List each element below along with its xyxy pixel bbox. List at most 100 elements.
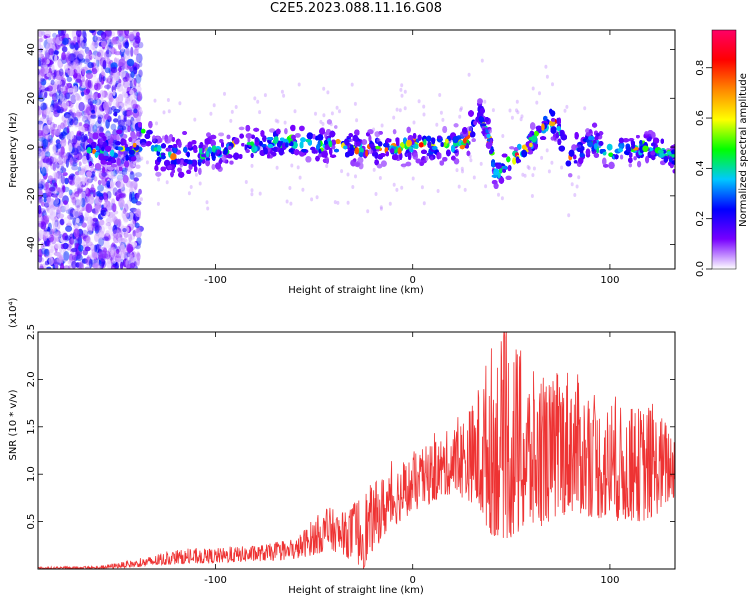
spectrogram-cell [111, 257, 117, 264]
spectrogram-cell [61, 51, 66, 61]
spectrogram-cell [92, 93, 99, 99]
spectrogram-cell [54, 54, 58, 63]
spectrogram-cell [61, 30, 67, 35]
spectrogram-cell [103, 101, 109, 111]
spectrogram-cell [97, 265, 101, 269]
spectrogram-cell [72, 209, 80, 218]
spectrogram-cell [73, 116, 79, 126]
spectrogram-cell [76, 251, 81, 260]
spectrogram-cell [43, 197, 47, 203]
spectrogram-cell [47, 37, 53, 44]
spectrogram-cell [104, 67, 111, 74]
spectrogram-cell [76, 109, 80, 119]
spectrogram-cell [51, 137, 56, 146]
spectrogram-cell [97, 230, 105, 239]
spectrogram-cell [122, 170, 130, 176]
spectrogram-cell [99, 57, 107, 67]
spectrogram-cell [70, 247, 78, 253]
spectrogram-cell [52, 37, 57, 43]
spectrogram-cell [44, 228, 49, 233]
spectrogram-cell [123, 203, 129, 212]
spectrogram-cell [97, 116, 102, 124]
spectrogram-cell [119, 230, 123, 239]
spectrogram-cell [84, 108, 89, 114]
spectrogram-cell [69, 157, 74, 167]
spectrogram-cell [41, 166, 47, 177]
spectrogram-cell [64, 92, 71, 100]
spectrogram-cell [45, 181, 49, 190]
spectrogram-cell [90, 114, 97, 120]
spectrogram-cell [93, 176, 98, 182]
spectrogram-cell [84, 246, 91, 252]
spectrogram-cell [54, 243, 62, 250]
spectrogram-cell [116, 82, 124, 92]
spectrogram-cell [82, 68, 86, 76]
spectrogram-cell [53, 251, 61, 256]
spectrogram-cell [57, 124, 62, 133]
spectrogram-cell [106, 191, 112, 199]
spectrogram-cell [47, 137, 51, 143]
spectrogram-cell [111, 77, 116, 87]
spectrogram-cell [49, 116, 53, 122]
spectrogram-cell [103, 238, 110, 249]
spectrogram-cell [56, 255, 63, 263]
spectrogram-cell [61, 46, 68, 53]
spectrogram-cell [98, 72, 105, 78]
spectrogram-cell [125, 101, 133, 111]
spectrogram-cell [87, 62, 94, 69]
spectrogram-cell [129, 191, 133, 202]
spectrogram-cell [138, 188, 142, 195]
spectrogram-cell [60, 175, 66, 184]
spectrogram-cell [44, 260, 50, 266]
spectrogram-cell [62, 185, 66, 193]
spectrogram-cell [92, 222, 99, 232]
spectrogram-cell [106, 83, 110, 91]
spectrogram-cell [48, 256, 54, 266]
spectrogram-cell [84, 214, 88, 220]
spectrogram-cell [122, 247, 126, 255]
spectrogram-cell [135, 32, 140, 37]
spectrogram-cell [73, 228, 80, 238]
spectrogram-cell [57, 60, 63, 69]
spectrogram-cell [106, 58, 111, 65]
spectrogram-cell [97, 179, 102, 186]
spectrogram-cell [125, 47, 130, 56]
spectrogram-cell [113, 118, 119, 123]
spectrogram-cell [73, 85, 78, 94]
spectrogram-cell [60, 262, 65, 269]
spectrogram-cell [63, 200, 68, 206]
spectrogram-cell [82, 187, 89, 195]
spectrogram-cell [135, 112, 141, 123]
spectrogram-cell [69, 213, 74, 220]
spectrogram-cell [76, 66, 81, 76]
spectrogram-cell [91, 248, 96, 258]
spectrogram-cell [66, 76, 73, 82]
spectrogram-cell [64, 64, 69, 73]
spectrogram-cell [105, 253, 112, 260]
spectrogram-cell [89, 30, 95, 34]
spectrogram-cell [90, 42, 96, 51]
spectrogram-cell [74, 120, 79, 129]
spectrogram-cell [116, 174, 124, 181]
spectrogram-cell [38, 220, 42, 230]
spectrogram-cell [100, 209, 107, 216]
spectrogram-cell [84, 94, 89, 103]
spectrogram-cell [101, 176, 107, 187]
spectrogram-cell [46, 85, 53, 92]
spectrogram-cell [50, 79, 55, 86]
spectrogram-cell [60, 122, 65, 130]
spectrogram-cell [78, 161, 82, 167]
spectrogram-cell [106, 45, 113, 50]
spectrogram-cell [85, 50, 91, 56]
spectrogram-cell [133, 48, 139, 56]
spectrogram-cell [64, 177, 69, 185]
spectrogram-cell [40, 199, 45, 206]
spectrogram-cell [70, 252, 77, 261]
spectrogram-cell [130, 254, 133, 262]
spectrogram-cell [116, 58, 120, 66]
spectrogram-cell [299, 125, 305, 132]
spectrogram-cell [63, 251, 70, 261]
spectrogram-cell [122, 125, 127, 131]
spectrogram-cell [53, 231, 61, 241]
spectrogram-cell [71, 30, 78, 39]
